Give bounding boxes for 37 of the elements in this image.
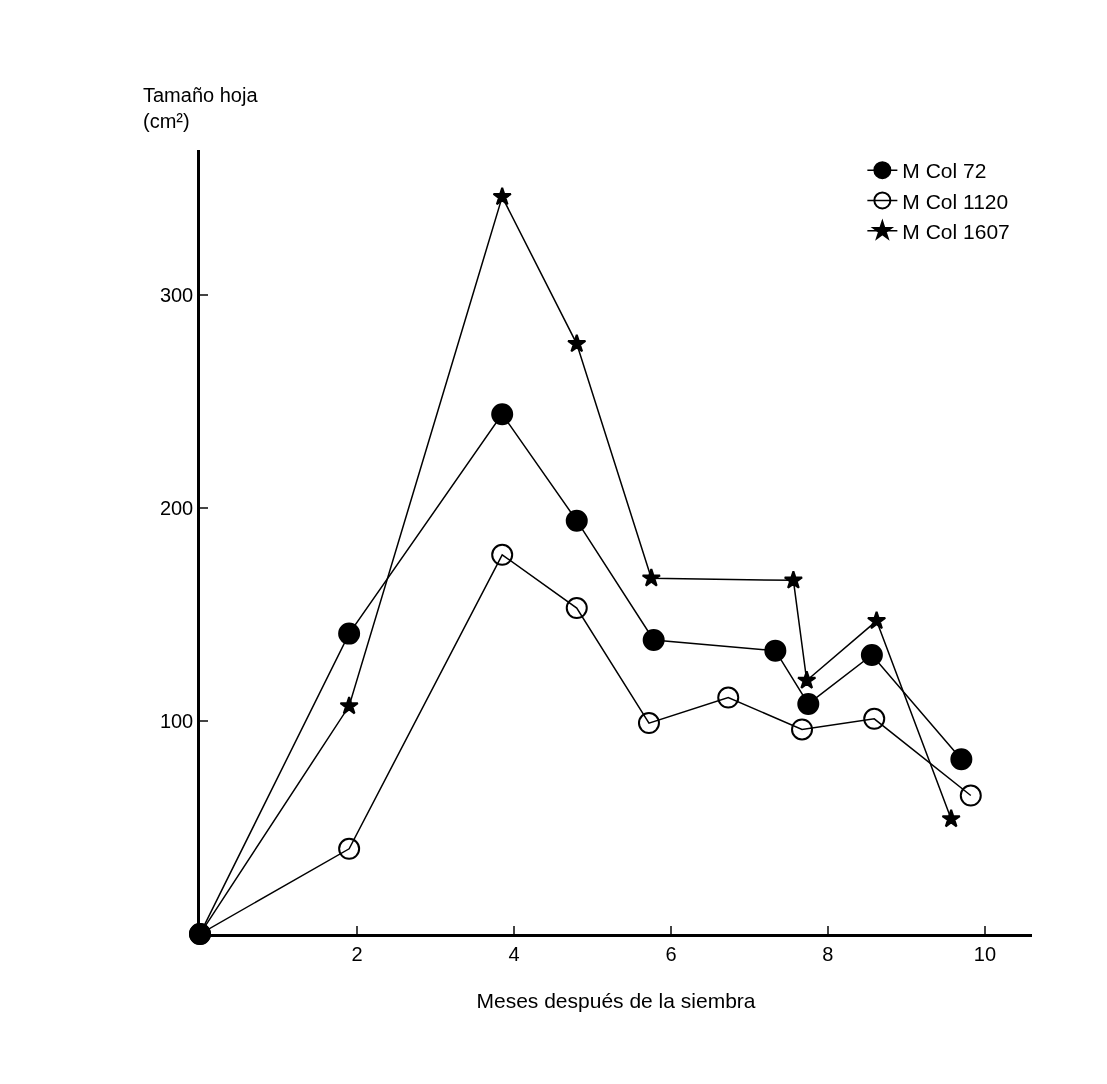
point — [339, 695, 359, 715]
legend-label: M Col 1120 — [902, 189, 1009, 213]
point — [860, 643, 883, 666]
point — [565, 509, 588, 532]
point — [492, 186, 512, 206]
x-tick-label: 4 — [508, 942, 520, 965]
legend-label: M Col 72 — [902, 159, 987, 183]
point — [642, 629, 665, 651]
point — [783, 570, 804, 589]
legend-label: M Col 1607 — [902, 219, 1010, 243]
point — [565, 597, 588, 620]
point — [491, 543, 514, 566]
point — [491, 403, 514, 426]
point — [797, 670, 817, 689]
point — [637, 712, 660, 735]
x-tick-label: 2 — [351, 942, 363, 965]
point — [791, 718, 814, 741]
point — [717, 686, 740, 709]
point — [959, 784, 982, 807]
y-tick-label: 100 — [159, 709, 194, 732]
x-tick-label: 6 — [665, 942, 677, 965]
point — [866, 610, 887, 630]
point — [641, 568, 661, 587]
point — [764, 639, 787, 662]
point — [941, 808, 961, 828]
point — [567, 333, 587, 353]
point — [338, 837, 361, 860]
point — [797, 692, 820, 715]
point — [863, 707, 886, 730]
y-tick-label: 200 — [159, 496, 194, 519]
y-axis-title: Tamaño hoja (cm²) — [143, 84, 259, 132]
x-axis-title: Meses después de la siembra — [476, 988, 756, 1012]
y-tick-label: 300 — [159, 283, 194, 306]
x-tick-label: 10 — [973, 942, 997, 965]
point — [338, 622, 361, 645]
x-tick-label: 8 — [822, 942, 834, 965]
point — [950, 748, 973, 771]
